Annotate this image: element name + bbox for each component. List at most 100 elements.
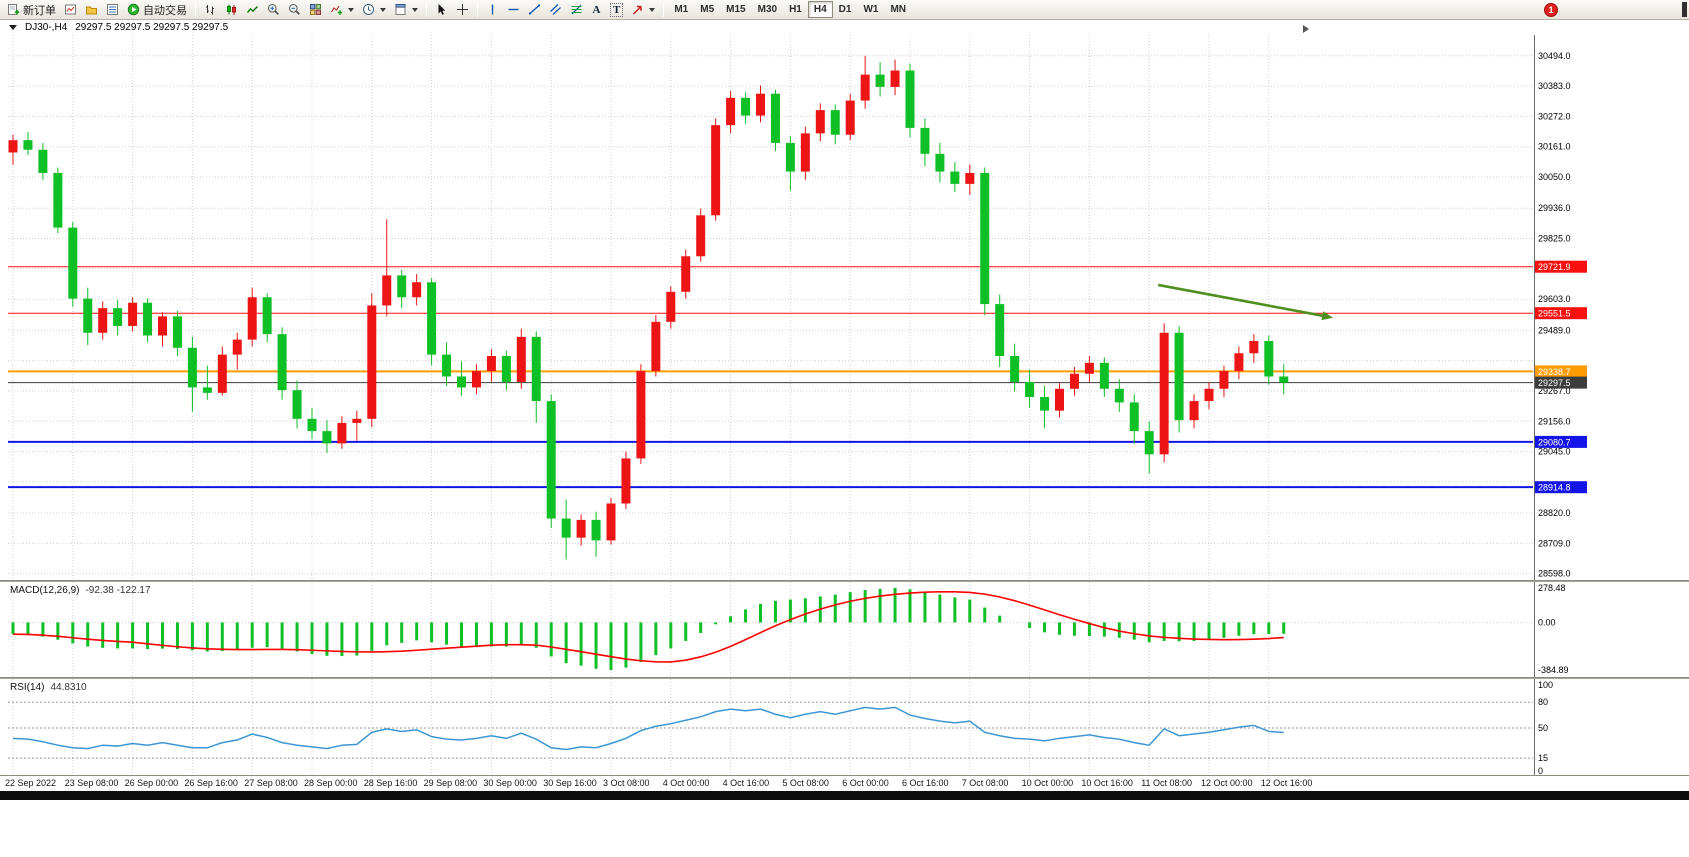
candlestick-chart-icon <box>227 4 236 15</box>
svg-text:-384.89: -384.89 <box>1538 665 1569 675</box>
svg-text:0: 0 <box>1538 766 1543 775</box>
macd-indicator-panel[interactable]: 278.48 0.00 -384.89 <box>0 582 1689 677</box>
timeframe-mn-button[interactable]: MN <box>890 4 907 15</box>
timeframe-d1-button[interactable]: D1 <box>838 4 852 15</box>
svg-text:30050.0: 30050.0 <box>1538 172 1571 182</box>
timeframe-m1-button[interactable]: M1 <box>674 4 689 15</box>
new-order-button[interactable]: 新订单 <box>3 1 60 19</box>
macd-signal-line <box>12 590 1284 663</box>
chart-shift-marker <box>1303 25 1309 33</box>
templates-button[interactable] <box>390 1 422 19</box>
time-label: 27 Sep 08:00 <box>244 778 298 788</box>
toolbar-separator <box>477 2 478 17</box>
line-chart-button[interactable] <box>242 1 263 19</box>
new-order-icon <box>8 4 20 15</box>
cursor-icon <box>438 4 446 15</box>
price-tag <box>1535 376 1587 389</box>
panel-splitter[interactable] <box>0 677 1689 679</box>
svg-text:100: 100 <box>1538 680 1553 690</box>
svg-text:29338.7: 29338.7 <box>1538 367 1571 377</box>
rsi-indicator-panel[interactable]: 100 80 50 15 0 <box>0 679 1689 775</box>
macd-histogram <box>11 588 1286 670</box>
price-tag <box>1535 365 1587 378</box>
svg-text:28820.0: 28820.0 <box>1538 508 1571 518</box>
new-chart-button[interactable] <box>60 1 81 19</box>
svg-text:30383.0: 30383.0 <box>1538 81 1571 91</box>
indicators-button[interactable] <box>326 1 358 19</box>
gridlines <box>8 679 1533 775</box>
chart-menu-icon[interactable] <box>9 25 17 30</box>
panel-splitter[interactable] <box>0 580 1689 582</box>
zoom-in-button[interactable] <box>263 1 284 19</box>
line-chart-icon <box>246 6 258 13</box>
crosshair-icon <box>457 4 468 15</box>
candlestick-chart-button[interactable] <box>221 1 242 19</box>
zoom-out-button[interactable] <box>284 1 305 19</box>
text-label-tool-button[interactable]: T <box>606 1 627 19</box>
timeframe-m15-button[interactable]: M15 <box>726 4 746 15</box>
periods-button[interactable] <box>358 1 390 19</box>
notification-badge[interactable]: 1 <box>1544 3 1558 17</box>
toolbar-separator <box>663 2 665 17</box>
dropdown-caret-icon <box>380 7 386 12</box>
dropdown-caret-icon <box>348 7 354 12</box>
svg-text:29489.0: 29489.0 <box>1538 325 1571 335</box>
price-axis[interactable]: 30494.0 30383.0 30272.0 30161.0 30050.0 29936… <box>1534 35 1588 580</box>
gridlines <box>8 35 1533 580</box>
timeframe-h1-button[interactable]: H1 <box>789 4 802 15</box>
timeframe-m5-button[interactable]: M5 <box>700 4 715 15</box>
crosshair-button[interactable] <box>452 1 473 19</box>
svg-text:0.00: 0.00 <box>1538 617 1556 627</box>
time-label: 6 Oct 16:00 <box>902 778 949 788</box>
new-chart-icon <box>65 4 76 15</box>
time-axis[interactable]: 22 Sep 2022 23 Sep 08:00 26 Sep 00:00 26 Se… <box>0 775 1689 791</box>
profiles-button[interactable] <box>81 1 102 19</box>
svg-text:28914.8: 28914.8 <box>1538 483 1571 493</box>
fibonacci-tool-button[interactable] <box>566 1 587 19</box>
vertical-line-tool-button[interactable] <box>482 1 503 19</box>
arrows-tool-button[interactable] <box>627 1 659 19</box>
time-label: 29 Sep 08:00 <box>423 778 478 788</box>
bar-chart-icon <box>206 5 214 15</box>
bar-chart-button[interactable] <box>200 1 221 19</box>
window-bottom-bar <box>0 791 1689 800</box>
time-label: 28 Sep 00:00 <box>304 778 358 788</box>
time-label: 6 Oct 00:00 <box>842 778 889 788</box>
text-tool-button[interactable]: A <box>587 1 606 19</box>
time-label: 30 Sep 00:00 <box>483 778 537 788</box>
svg-text:29825.0: 29825.0 <box>1538 234 1571 244</box>
price-tag <box>1535 260 1587 273</box>
new-order-label: 新订单 <box>23 4 56 17</box>
price-tag <box>1535 481 1587 494</box>
channel-tool-button[interactable] <box>545 1 566 19</box>
auto-trading-label: 自动交易 <box>143 4 187 17</box>
text-label-tool-icon: T <box>610 2 624 17</box>
trend-arrow[interactable] <box>1157 283 1334 321</box>
toolbar-separator <box>426 2 427 17</box>
window-edge-handle <box>1682 2 1687 17</box>
chart-ohlc-values: 29297.5 29297.5 29297.5 29297.5 <box>75 22 229 33</box>
timeframe-w1-button[interactable]: W1 <box>863 4 879 15</box>
svg-text:29297.5: 29297.5 <box>1538 378 1571 388</box>
market-watch-button[interactable] <box>102 1 123 19</box>
main-price-chart[interactable]: 30494.0 30383.0 30272.0 30161.0 30050.0 29936… <box>0 35 1689 580</box>
svg-text:29603.0: 29603.0 <box>1538 294 1571 304</box>
cursor-button[interactable] <box>431 1 452 19</box>
timeframe-m30-button[interactable]: M30 <box>757 4 778 15</box>
time-label: 4 Oct 16:00 <box>722 778 770 788</box>
indicators-icon <box>331 5 343 15</box>
macd-axis[interactable]: 278.48 0.00 -384.89 <box>1534 582 1569 677</box>
zoom-in-icon <box>268 4 279 15</box>
auto-trading-button[interactable]: 自动交易 <box>123 1 191 19</box>
time-label: 7 Oct 08:00 <box>961 778 1009 788</box>
tile-windows-button[interactable] <box>305 1 326 19</box>
horizontal-level-lines[interactable] <box>8 266 1533 489</box>
horizontal-line-icon <box>508 8 519 11</box>
trendline-tool-button[interactable] <box>524 1 545 19</box>
rsi-axis[interactable]: 100 80 50 15 0 <box>1534 679 1554 775</box>
horizontal-line-tool-button[interactable] <box>503 1 524 19</box>
svg-text:30272.0: 30272.0 <box>1538 111 1571 121</box>
timeframe-h4-button[interactable]: H4 <box>807 1 833 18</box>
time-label: 22 Sep 2022 <box>5 778 57 788</box>
periods-clock-icon <box>363 4 374 15</box>
